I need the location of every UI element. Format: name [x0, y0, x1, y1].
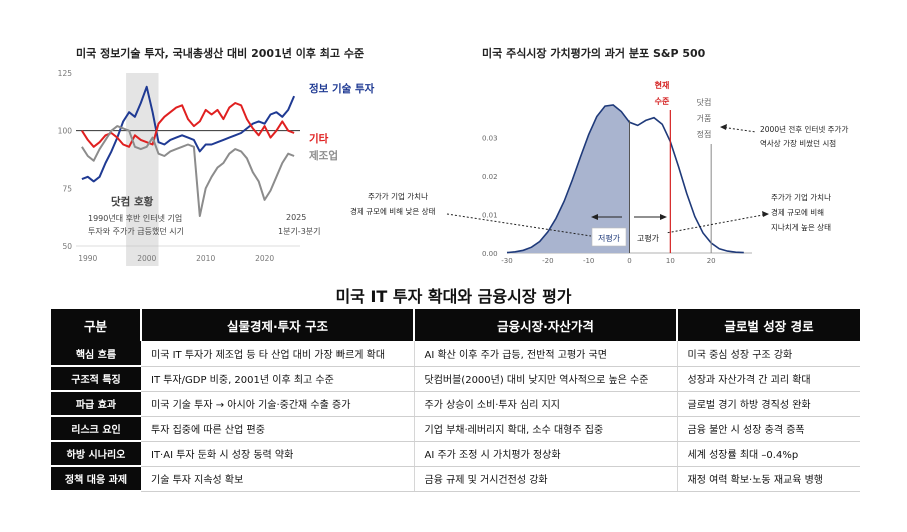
current-label-line2: 수준 — [655, 97, 670, 106]
overvalued-arrowhead — [762, 211, 769, 217]
left-note-line2: 경제 규모에 비해 낮은 상태 — [350, 206, 436, 216]
undervalued-area — [507, 105, 630, 253]
y-tick-label: 0.01 — [482, 212, 498, 220]
dotcom-shaded-region — [126, 73, 159, 266]
overvalued-arrow — [665, 213, 769, 234]
undervalued-tag — [591, 227, 627, 247]
summary-table: 구분 실물경제·투자 구조 금융시장·자산가격 글로벌 성장 경로 핵심 흐름 … — [51, 309, 860, 492]
dotcom-label: 닷컴 호황 — [111, 195, 154, 208]
table-cell: 기업 부채·레버리지 확대, 소수 대형주 집중 — [414, 416, 678, 442]
dotcom-note-line2: 투자와 주가가 급등했던 시기 — [88, 226, 184, 236]
overvalued-direction-arrowhead — [660, 214, 667, 220]
table-row: 정책 대응 과제 기술 투자 지속성 확보 금융 규제 및 거시건전성 강화 재… — [51, 466, 860, 492]
x-tick-label: 2010 — [196, 254, 215, 263]
y-tick-label: 50 — [62, 242, 72, 251]
right-chart-title: 미국 주식시장 가치평가의 과거 분포 S&P 500 — [482, 47, 706, 60]
row-label: 리스크 요인 — [51, 416, 141, 442]
x-tick-label: 20 — [707, 257, 716, 265]
table-cell: 닷컴버블(2000년) 대비 낮지만 역사적으로 높은 수준 — [414, 366, 678, 392]
row-label: 하방 시나리오 — [51, 441, 141, 467]
table-row: 핵심 흐름 미국 IT 투자가 제조업 등 타 산업 대비 가장 빠르게 확대 … — [51, 341, 860, 367]
table-cell: 주가 상승이 소비·투자 심리 지지 — [414, 391, 678, 417]
series-label-manufacturing: 제조업 — [309, 149, 338, 162]
x-tick-label: 0 — [627, 257, 631, 265]
y-tick-label: 75 — [62, 184, 72, 193]
overvalued-label: 고평가 — [637, 233, 660, 243]
dotcom-note-line1: 2000년 전후 인터넷 주가가 — [760, 124, 848, 134]
right-note-line1: 주가가 기업 가치나 — [771, 193, 831, 202]
x-tick-label: 2020 — [255, 254, 274, 263]
left-note-line1: 주가가 기업 가치나 — [368, 192, 428, 201]
table-cell: 금융 불안 시 성장 충격 증폭 — [677, 416, 860, 442]
dotcom-peak-label-line3: 정점 — [697, 129, 712, 139]
table-cell: 글로벌 경기 하방 경직성 완화 — [677, 391, 860, 417]
table-cell: AI 확산 이후 주가 급등, 전반적 고평가 국면 — [414, 341, 678, 367]
table-row: 리스크 요인 투자 집중에 따른 산업 편중 기업 부채·레버리지 확대, 소수… — [51, 416, 860, 442]
table-cell: AI 주가 조정 시 가치평가 정상화 — [414, 441, 678, 467]
header-category: 구분 — [51, 309, 142, 341]
table-cell: IT·AI 투자 둔화 시 성장 동력 약화 — [141, 441, 415, 467]
y-tick-label: 100 — [58, 127, 73, 136]
main-title: 미국 IT 투자 확대와 금융시장 평가 — [335, 287, 572, 306]
x-tick-label: 10 — [666, 257, 675, 265]
dotcom-arrow — [720, 126, 757, 133]
y-tick-label: 0.02 — [482, 173, 498, 181]
table-cell: 미국 IT 투자가 제조업 등 타 산업 대비 가장 빠르게 확대 — [141, 341, 415, 367]
table-cell: IT 투자/GDP 비중, 2001년 이후 최고 수준 — [141, 366, 415, 392]
table-cell: 기술 투자 지속성 확보 — [141, 466, 415, 492]
dotcom-peak-label-line2: 거품 — [697, 114, 712, 123]
y-tick-label: 0.03 — [482, 135, 498, 143]
table-cell: 미국 중심 성장 구조 강화 — [677, 341, 860, 367]
series-label-it-investment: 정보 기술 투자 — [309, 82, 375, 95]
row-label: 핵심 흐름 — [51, 341, 141, 367]
header-real-economy: 실물경제·투자 구조 — [141, 309, 415, 341]
series-line-1 — [81, 102, 295, 148]
left-chart-title: 미국 정보기술 투자, 국내총생산 대비 2001년 이후 최고 수준 — [76, 47, 365, 60]
x-tick-label: -20 — [542, 257, 553, 265]
table-cell: 미국 기술 투자 → 아시아 기술·중간재 수출 증가 — [141, 391, 415, 417]
period-label: 1분기-3분기 — [278, 227, 321, 236]
dotcom-arrowhead — [720, 124, 727, 130]
undervalued-label: 저평가 — [598, 233, 621, 243]
dotcom-note-line2: 역사상 가장 비쌌던 시점 — [760, 138, 836, 148]
x-tick-label: -30 — [501, 257, 512, 265]
row-label: 구조적 특징 — [51, 366, 141, 392]
undervalued-arrow — [446, 213, 592, 237]
current-label-line1: 현재 — [655, 80, 670, 90]
table-row: 하방 시나리오 IT·AI 투자 둔화 시 성장 동력 약화 AI 주가 조정 … — [51, 441, 860, 467]
table-cell: 투자 집중에 따른 산업 편중 — [141, 416, 415, 442]
year-2025-label: 2025 — [286, 213, 306, 222]
right-note-line2: 경제 규모에 비해 — [771, 207, 824, 217]
dotcom-peak-label-line1: 닷컴 — [697, 97, 712, 107]
y-tick-label: 0.00 — [482, 250, 498, 258]
undervalued-direction-arrowhead — [591, 214, 598, 220]
table-row: 구조적 특징 IT 투자/GDP 비중, 2001년 이후 최고 수준 닷컴버블… — [51, 366, 860, 392]
density-curve — [506, 104, 744, 254]
series-line-2 — [81, 125, 295, 217]
y-tick-label: 125 — [58, 69, 73, 78]
x-tick-label: -10 — [583, 257, 594, 265]
table-cell: 재정 여력 확보·노동 재교육 병행 — [677, 466, 860, 492]
table-cell: 금융 규제 및 거시건전성 강화 — [414, 466, 678, 492]
x-tick-label: 1990 — [78, 254, 97, 263]
series-label-other: 기타 — [309, 132, 329, 145]
table-cell: 세계 성장률 최대 –0.4%p — [677, 441, 860, 467]
x-tick-label: 2000 — [137, 254, 156, 263]
header-global-growth: 글로벌 성장 경로 — [677, 309, 860, 341]
table-row: 파급 효과 미국 기술 투자 → 아시아 기술·중간재 수출 증가 주가 상승이… — [51, 391, 860, 417]
table-header-row: 구분 실물경제·투자 구조 금융시장·자산가격 글로벌 성장 경로 — [51, 309, 860, 341]
row-label: 정책 대응 과제 — [51, 466, 141, 492]
dotcom-note-line1: 1990년대 후반 인터넷 기업 — [88, 213, 182, 223]
right-note-line3: 지나치게 높은 상태 — [771, 222, 831, 232]
row-label: 파급 효과 — [51, 391, 141, 417]
header-financial-market: 금융시장·자산가격 — [414, 309, 678, 341]
table-cell: 성장과 자산가격 간 괴리 확대 — [677, 366, 860, 392]
